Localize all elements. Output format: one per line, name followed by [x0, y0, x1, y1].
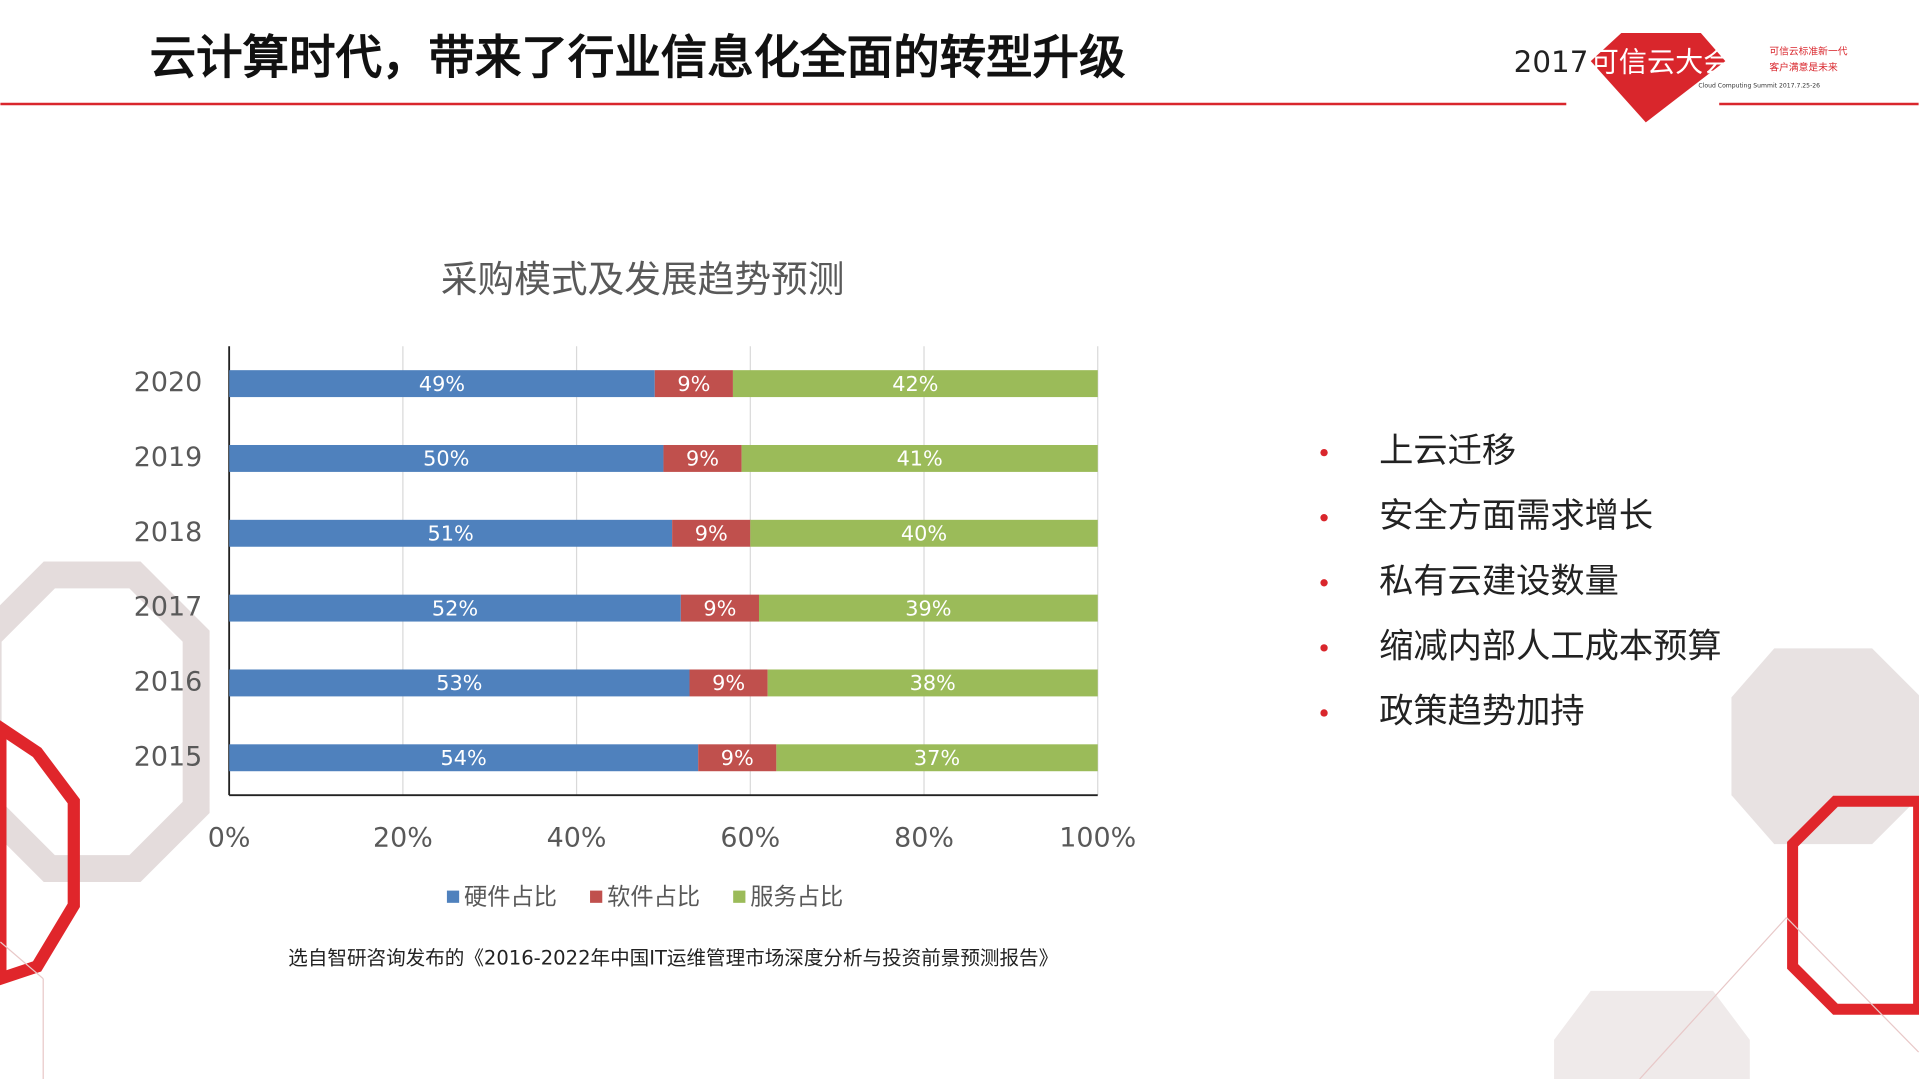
bar-segment	[229, 370, 655, 398]
y-tick-label: 2015	[134, 741, 202, 772]
value-label: 9%	[712, 671, 745, 695]
value-label: 49%	[419, 372, 465, 396]
bar-segment	[229, 744, 699, 772]
bullet-dot	[1320, 448, 1328, 457]
bar-segment	[672, 519, 751, 547]
bar-segment	[732, 370, 1098, 398]
value-label: 9%	[703, 596, 736, 620]
value-label: 39%	[905, 596, 951, 620]
value-label: 42%	[892, 372, 938, 396]
x-tick-label: 60%	[720, 823, 780, 854]
legend-label: 服务占比	[750, 883, 843, 910]
bullet-text: 上云迁移	[1379, 431, 1516, 471]
bar-segment	[663, 444, 742, 472]
value-label: 51%	[428, 522, 474, 546]
bullet-dot	[1320, 709, 1328, 717]
y-tick-label: 2018	[134, 517, 202, 548]
x-tick-label: 40%	[547, 823, 607, 854]
legend-swatch	[446, 890, 460, 903]
value-label: 41%	[897, 447, 943, 471]
bar-segment	[750, 519, 1098, 547]
bullet-text: 缩减内部人工成本预算	[1379, 626, 1722, 666]
logo-year: 2017	[1514, 45, 1589, 79]
bullet-dot	[1320, 644, 1328, 652]
bullet-dot	[1320, 514, 1328, 522]
bar-segment	[680, 594, 759, 622]
x-tick-label: 20%	[373, 823, 433, 854]
bullet-text: 政策趋势加持	[1379, 691, 1585, 731]
x-tick-label: 100%	[1059, 823, 1136, 854]
source-note: 选自智研咨询发布的《2016-2022年中国IT运维管理市场深度分析与投资前景预…	[288, 947, 1058, 970]
value-label: 9%	[721, 746, 754, 770]
bar-segment	[654, 370, 733, 398]
legend-swatch	[733, 890, 746, 903]
bar-segment	[229, 444, 664, 472]
bar-segment	[229, 669, 690, 697]
chart-title: 采购模式及发展趋势预测	[441, 258, 845, 301]
value-label: 52%	[432, 596, 478, 620]
logo-tagline: 可信云标准新一代	[1769, 44, 1847, 57]
value-label: 54%	[441, 746, 487, 770]
value-label: 40%	[901, 522, 947, 546]
bar-segment	[229, 519, 673, 547]
chart: 0% 20% 40% 60% 80% 100% 2020 49% 9% 42% 2019 50% 9% 4…	[134, 346, 1136, 910]
bar-segment	[229, 594, 681, 622]
bar-segment	[758, 594, 1098, 622]
logo-english: Cloud Computing Summit 2017.7.25-26	[1698, 83, 1820, 90]
decoration	[0, 561, 1919, 1079]
logo-tagline: 客户满意是未来	[1769, 60, 1838, 73]
legend-swatch	[590, 890, 603, 903]
logo-shape	[1590, 33, 1726, 123]
bar-segment	[698, 744, 777, 772]
value-label: 9%	[677, 372, 710, 396]
bar-segment	[776, 744, 1098, 772]
x-tick-label: 80%	[894, 823, 954, 854]
bar-segment	[767, 669, 1098, 697]
y-tick-label: 2020	[134, 367, 202, 398]
value-label: 50%	[423, 447, 469, 471]
legend-label: 软件占比	[607, 883, 700, 910]
bullet-dot	[1320, 579, 1328, 587]
slide-title: 云计算时代，带来了行业信息化全面的转型升级	[150, 31, 1126, 85]
value-label: 53%	[436, 671, 482, 695]
value-label: 37%	[914, 746, 960, 770]
bar-segment	[689, 669, 768, 697]
y-tick-label: 2017	[134, 592, 202, 623]
bar-segment	[741, 444, 1098, 472]
y-tick-label: 2019	[134, 442, 202, 473]
value-label: 38%	[910, 671, 956, 695]
value-label: 9%	[695, 522, 728, 546]
logo-name: 可信云大会	[1591, 46, 1732, 79]
value-label: 9%	[686, 447, 719, 471]
y-tick-label: 2016	[134, 666, 202, 697]
x-tick-label: 0%	[208, 823, 251, 854]
bullet-text: 安全方面需求增长	[1379, 496, 1653, 536]
bullet-text: 私有云建设数量	[1379, 561, 1619, 601]
legend-label: 硬件占比	[464, 883, 557, 910]
